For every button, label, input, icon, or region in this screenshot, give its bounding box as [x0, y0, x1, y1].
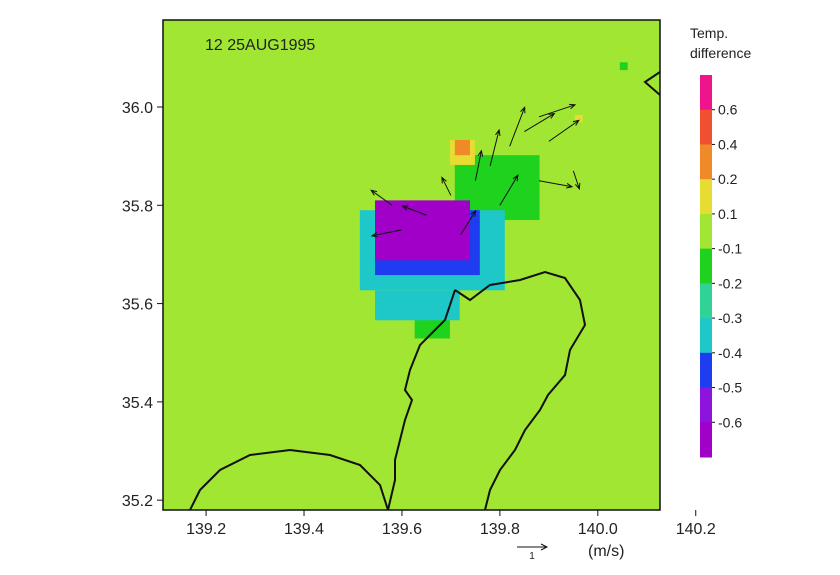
- x-tick-label: 140.2: [676, 521, 716, 538]
- wind-vector: [460, 209, 477, 236]
- colorbar-label: -0.1: [718, 241, 742, 257]
- colorbar-swatch: [700, 75, 712, 111]
- wind-vector: [370, 229, 403, 238]
- y-tick-label: 36.0: [122, 100, 153, 117]
- wind-vector: [489, 128, 501, 167]
- wind-vector: [548, 119, 580, 142]
- colorbar-title: difference: [690, 45, 751, 61]
- wind-vector: [499, 174, 519, 206]
- x-tick-label: 139.8: [480, 521, 520, 538]
- x-tick-label: 140.0: [578, 521, 618, 538]
- colorbar-swatch: [700, 109, 712, 145]
- colorbar-label: 0.6: [718, 102, 738, 118]
- colorbar-label: -0.6: [718, 414, 742, 430]
- field: [163, 20, 660, 510]
- wind-vector: [538, 103, 577, 118]
- y-tick-label: 35.4: [122, 395, 153, 412]
- vector-unit: (m/s): [588, 543, 624, 560]
- coastline: [189, 71, 661, 511]
- vectors: [370, 103, 581, 238]
- colorbar-swatch: [700, 144, 712, 180]
- colorbar-label: -0.5: [718, 380, 742, 396]
- wind-vector: [370, 189, 393, 206]
- wind-vector: [441, 176, 452, 196]
- coastline: [189, 448, 389, 511]
- plot-frame: [162, 19, 661, 511]
- coastline: [454, 270, 587, 511]
- colorbar-swatch: [700, 213, 712, 250]
- colorbar-label: 0.2: [718, 171, 738, 187]
- x-tick-label: 139.6: [382, 521, 422, 538]
- colorbar-label: -0.2: [718, 275, 742, 291]
- colorbar-swatch: [700, 248, 712, 284]
- colorbar-title: Temp.: [690, 25, 728, 41]
- colorbar-label: 0.4: [718, 136, 738, 152]
- colorbar-label: 0.1: [718, 206, 738, 222]
- wind-vector: [474, 149, 484, 181]
- wind-vector: [401, 205, 427, 216]
- coastline: [643, 71, 661, 96]
- colorbar-swatch: [700, 352, 712, 389]
- field-cell: [619, 62, 628, 71]
- field-cell: [574, 114, 583, 123]
- colorbar-swatch: [700, 387, 712, 423]
- colorbar-swatch: [700, 422, 712, 458]
- colorbar-swatch: [700, 179, 712, 215]
- field-cell: [454, 139, 471, 156]
- vector-scale-label: 1: [529, 551, 535, 562]
- y-tick-label: 35.8: [122, 198, 153, 215]
- coastline: [387, 289, 456, 511]
- colorbar-swatch: [700, 283, 712, 319]
- colorbar-label: -0.4: [718, 345, 742, 361]
- colorbar-swatch: [700, 318, 712, 354]
- chart-title: 12 25AUG1995: [205, 37, 315, 54]
- y-tick-label: 35.2: [122, 493, 153, 510]
- colorbar-label: -0.3: [718, 310, 742, 326]
- x-tick-label: 139.4: [284, 521, 324, 538]
- wind-vector: [538, 180, 574, 189]
- field-cell: [375, 200, 471, 261]
- wind-vector: [524, 112, 556, 132]
- wind-vector: [509, 106, 526, 147]
- wind-vector: [572, 170, 581, 191]
- vector-scale: [517, 543, 549, 551]
- y-tick-label: 35.6: [122, 297, 153, 314]
- x-tick-label: 139.2: [186, 521, 226, 538]
